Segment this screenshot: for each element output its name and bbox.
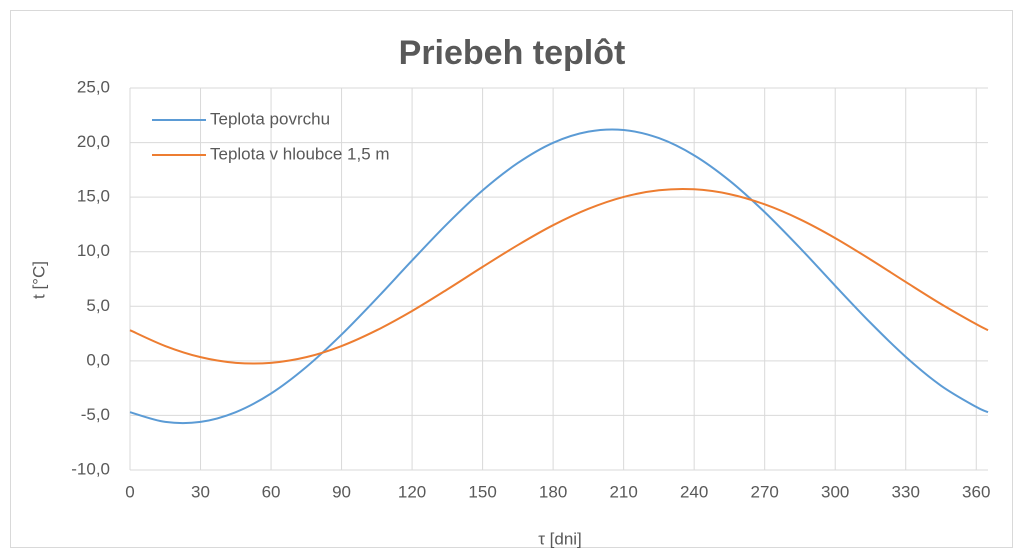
legend-label: Teplota v hloubce 1,5 m xyxy=(210,144,390,163)
y-tick-label: 15,0 xyxy=(77,187,110,206)
x-axis-label: τ [dni] xyxy=(538,529,582,548)
x-tick-label: 210 xyxy=(609,482,637,501)
x-tick-label: 150 xyxy=(468,482,496,501)
x-tick-label: 30 xyxy=(191,482,210,501)
x-tick-label: 120 xyxy=(398,482,426,501)
x-tick-label: 90 xyxy=(332,482,351,501)
x-tick-label: 60 xyxy=(262,482,281,501)
y-tick-label: -5,0 xyxy=(81,405,110,424)
x-tick-label: 240 xyxy=(680,482,708,501)
line-series xyxy=(129,187,989,365)
y-tick-label: 20,0 xyxy=(77,132,110,151)
x-tick-label: 330 xyxy=(892,482,920,501)
y-tick-label: 25,0 xyxy=(77,77,110,96)
y-tick-label: 5,0 xyxy=(86,296,110,315)
y-tick-label: 0,0 xyxy=(86,350,110,369)
line-series xyxy=(129,128,989,425)
y-axis-label: t [°C] xyxy=(29,261,48,299)
y-tick-label: -10,0 xyxy=(71,459,110,478)
x-tick-label: 300 xyxy=(821,482,849,501)
x-tick-label: 270 xyxy=(750,482,778,501)
x-tick-label: 180 xyxy=(539,482,567,501)
y-tick-label: 10,0 xyxy=(77,241,110,260)
x-tick-label: 0 xyxy=(125,482,134,501)
x-tick-label: 360 xyxy=(962,482,990,501)
legend-label: Teplota povrchu xyxy=(210,109,330,128)
chart-title: Priebeh teplôt xyxy=(399,34,626,72)
chart-border xyxy=(10,10,1013,548)
